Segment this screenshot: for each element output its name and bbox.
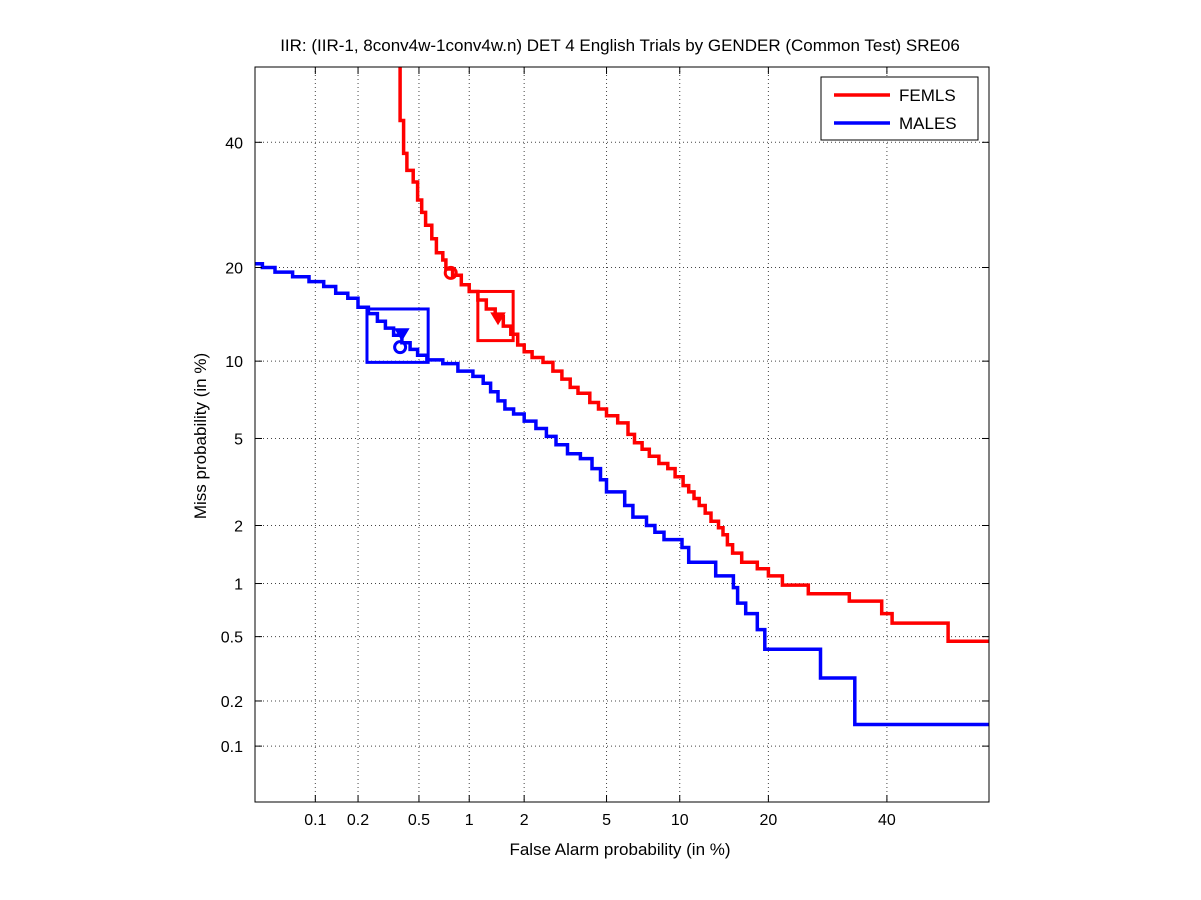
x-tick-label: 40 [878, 812, 896, 829]
min-dcf-marker-males [393, 340, 408, 355]
x-tick-label: 0.5 [408, 812, 430, 829]
x-tick-label: 10 [671, 812, 689, 829]
y-axis-title: Miss probability (in %) [191, 353, 210, 519]
x-axis-title: False Alarm probability (in %) [509, 840, 730, 859]
legend-box [820, 76, 979, 141]
y-tick-label: 2 [234, 519, 243, 536]
series-males [255, 261, 989, 727]
y-tick-label: 5 [234, 431, 243, 448]
y-tick-label: 20 [225, 261, 243, 278]
y-tick-label: 0.5 [221, 630, 243, 647]
legend: FEMLS MALES [820, 76, 979, 141]
min-dcf-marker-femls [443, 265, 458, 280]
x-tick-label: 1 [465, 812, 474, 829]
act-dcf-marker-femls [490, 312, 506, 326]
axis-ticks: 0.1 0.2 0.5 1 2 5 10 20 40 0.1 0.2 0.5 1 2 5 10 20 40 [221, 67, 989, 829]
y-tick-label: 1 [234, 577, 243, 594]
series-femls [398, 67, 989, 643]
series-curves [255, 67, 989, 727]
series-line-males [255, 261, 989, 727]
operating-box-males [365, 307, 430, 364]
x-tick-label: 2 [520, 812, 529, 829]
act-dcf-marker-males [394, 328, 410, 342]
grid-lines [255, 67, 989, 802]
series-line-femls [398, 67, 989, 643]
y-tick-label: 0.2 [221, 694, 243, 711]
y-tick-label: 10 [225, 354, 243, 371]
plot-frame [254, 66, 990, 803]
legend-label-femls: FEMLS [899, 86, 956, 105]
x-tick-label: 5 [602, 812, 611, 829]
y-tick-label: 0.1 [221, 739, 243, 756]
x-tick-label: 20 [759, 812, 777, 829]
chart-title: IIR: (IIR-1, 8conv4w-1conv4w.n) DET 4 En… [280, 36, 960, 55]
operating-box-femls [476, 289, 515, 343]
legend-label-males: MALES [899, 114, 957, 133]
x-tick-label: 0.1 [304, 812, 326, 829]
x-tick-label: 0.2 [347, 812, 369, 829]
y-tick-label: 40 [225, 135, 243, 152]
